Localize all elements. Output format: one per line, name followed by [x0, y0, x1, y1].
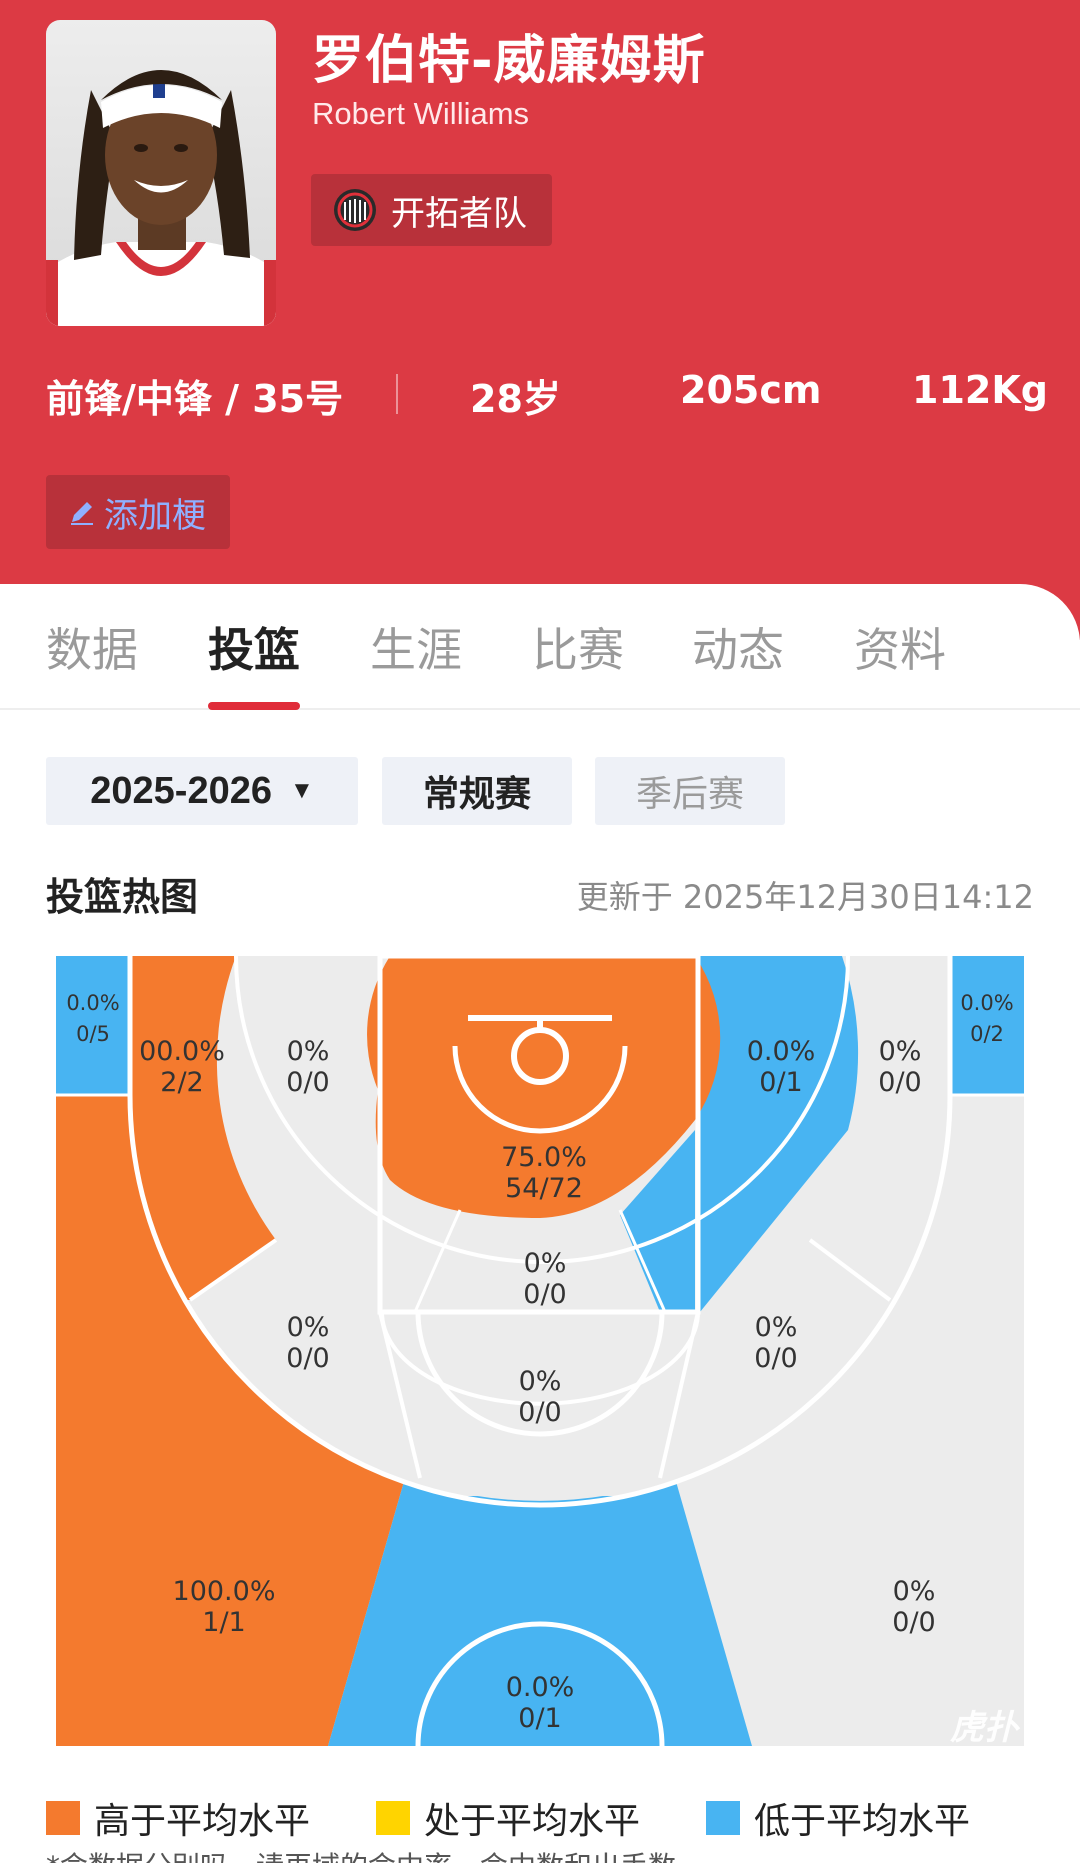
zone-left-wing-three [56, 1095, 405, 1746]
player-info-row: 前锋/中锋 / 35号 28岁 205cm 112Kg [0, 362, 1080, 422]
tab-bar: 数据 投篮 生涯 比赛 动态 资料 [0, 600, 1080, 710]
zone-label-right-wing-three: 0% 0/0 [892, 1576, 936, 1638]
tab-games[interactable]: 比赛 [532, 623, 624, 677]
legend-average-label: 处于平均水平 [424, 1801, 641, 1842]
zone-label-restricted-area: 75.0% 54/72 [501, 1142, 587, 1204]
legend-below: 低于平均水平 [706, 1792, 970, 1844]
player-avatar [46, 20, 276, 326]
caret-down-icon: ▼ [289, 777, 314, 804]
season-value: 2025-2026 [90, 769, 272, 812]
zone-label-right-baseline-mid: 0% 0/0 [878, 1036, 922, 1098]
legend-below-label: 低于平均水平 [754, 1801, 971, 1842]
zone-label-left-wing-three: 100.0% 1/1 [172, 1576, 276, 1638]
player-name: 罗伯特-威廉姆斯 [312, 31, 706, 91]
info-divider [396, 374, 398, 414]
team-logo-icon [334, 189, 376, 231]
player-height: 205cm [680, 368, 822, 412]
zone-left-corner-three [56, 956, 130, 1095]
heatmap-title: 投篮热图 [46, 875, 199, 919]
playoff-button[interactable]: 季后赛 [595, 757, 785, 825]
pencil-icon [71, 502, 93, 525]
hupu-watermark: 虎扑 [950, 1708, 1018, 1748]
tab-news[interactable]: 动态 [692, 623, 784, 677]
zone-label-left-short-mid: 0% 0/0 [286, 1036, 330, 1098]
zone-label-right-short-mid: 0.0% 0/1 [746, 1036, 816, 1098]
zone-label-right-corner-three: 0.0% 0/2 [960, 991, 1014, 1046]
active-tab-indicator [208, 702, 300, 710]
zone-label-paint-lower: 0% 0/0 [523, 1248, 567, 1310]
add-meme-label: 添加梗 [104, 495, 206, 536]
legend-above-label: 高于平均水平 [94, 1801, 311, 1842]
position-number: 前锋/中锋 / 35号 [46, 377, 344, 421]
player-header: 罗伯特-威廉姆斯 Robert Williams 开拓者队 前锋/中锋 / 35… [0, 0, 1080, 640]
legend-average: 处于平均水平 [376, 1792, 640, 1844]
legend-above: 高于平均水平 [46, 1792, 310, 1844]
zone-label-top-three: 0.0% 0/1 [505, 1672, 575, 1734]
zone-left-baseline-mid [130, 956, 276, 1300]
player-age: 28岁 [470, 377, 561, 421]
legend-average-swatch [376, 1801, 410, 1835]
team-button[interactable]: 开拓者队 [311, 174, 552, 246]
regular-season-button[interactable]: 常规赛 [382, 757, 572, 825]
tab-data[interactable]: 数据 [46, 623, 138, 677]
update-time: 更新于 2025年12月30日14:12 [576, 878, 1034, 916]
player-english-name: Robert Williams [312, 96, 530, 131]
zone-label-left-wing-mid: 0% 0/0 [286, 1312, 330, 1374]
season-select[interactable]: 2025-2026 ▼ [46, 757, 358, 825]
legend-below-swatch [706, 1801, 740, 1835]
zone-label-top-key-mid: 0% 0/0 [518, 1366, 562, 1428]
zone-restricted-area [367, 956, 721, 1218]
tab-career[interactable]: 生涯 [370, 623, 462, 677]
legend-above-swatch [46, 1801, 80, 1835]
tab-profile[interactable]: 资料 [854, 623, 946, 677]
zone-label-left-corner-three: 0.0% 0/5 [66, 991, 120, 1046]
heatmap-legend: 高于平均水平 处于平均水平 低于平均水平 [0, 1792, 1080, 1842]
zone-right-short-mid [700, 956, 859, 1312]
tab-shooting[interactable]: 投篮 [208, 623, 300, 677]
add-meme-button[interactable]: 添加梗 [46, 475, 230, 549]
zone-top-three [328, 1478, 752, 1746]
zone-right-corner-three [950, 956, 1024, 1095]
player-weight: 112Kg [912, 368, 1048, 412]
team-name: 开拓者队 [391, 193, 527, 234]
zone-label-right-wing-mid: 0% 0/0 [754, 1312, 798, 1374]
zone-label-left-baseline-mid: 00.0% 2/2 [139, 1036, 225, 1098]
heatmap-footnote: *命数据分别吗，请再域的命中率，命中数和出手数 [46, 1845, 1046, 1863]
